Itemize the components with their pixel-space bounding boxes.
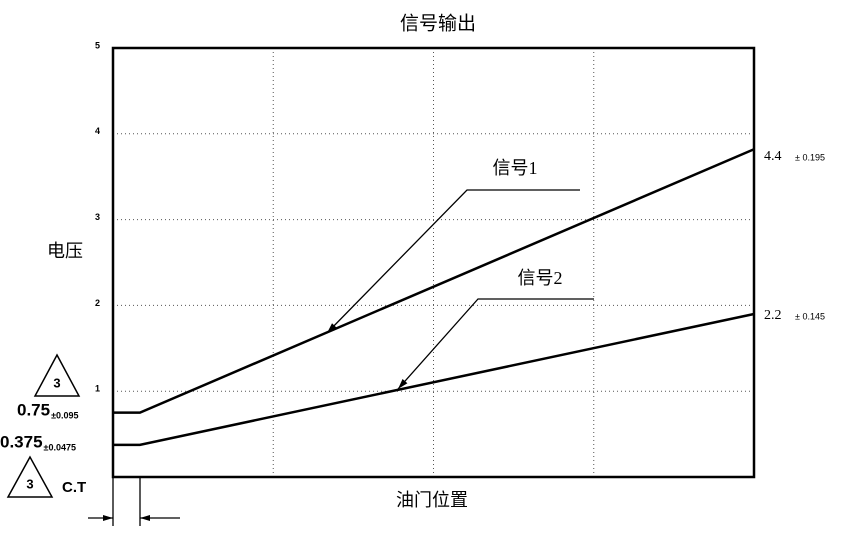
plot-frame (111, 46, 756, 479)
y-tick-label: 2 (95, 298, 100, 308)
leader-arrow (327, 323, 337, 333)
y-tick-label: 3 (95, 212, 100, 222)
end-tolerance: ± 0.195 (795, 152, 825, 162)
series-label: 信号2 (518, 268, 563, 288)
y-tick-label: 1 (95, 384, 100, 394)
start-label: 0.75 (17, 400, 50, 419)
triangle-label: 3 (53, 375, 60, 390)
start-label: 0.375 (0, 432, 43, 451)
y-tick-label: 5 (95, 40, 100, 50)
start-tolerance: ±0.095 (51, 410, 78, 420)
note-label: C.T (62, 479, 86, 496)
leader-line (326, 189, 580, 334)
end-tolerance: ± 0.145 (795, 311, 825, 321)
leader-arrow (398, 378, 408, 389)
triangle-marker (6, 455, 54, 498)
triangle-marker (33, 353, 81, 397)
data-line (113, 312, 755, 447)
start-tolerance: ±0.0475 (44, 442, 76, 452)
series-label: 信号1 (493, 158, 538, 178)
leader-line (397, 298, 594, 390)
y-axis-label: 电压 (47, 241, 83, 261)
x-axis-label: 油门位置 (396, 490, 468, 510)
y-tick-label: 4 (95, 126, 100, 136)
end-label: 4.4 (764, 149, 782, 164)
data-line (113, 148, 755, 414)
dimension (88, 477, 180, 526)
chart-title: 信号输出 (400, 12, 476, 34)
triangle-label: 3 (26, 476, 33, 491)
end-label: 2.2 (764, 308, 782, 323)
